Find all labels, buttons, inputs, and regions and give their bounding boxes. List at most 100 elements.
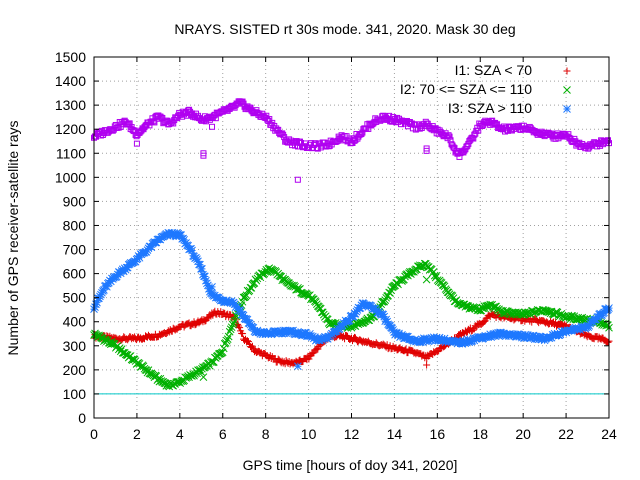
x-tick-label: 6 — [219, 426, 227, 442]
data-point — [349, 312, 358, 321]
x-tick-label: 8 — [262, 426, 270, 442]
data-point — [380, 312, 389, 321]
y-tick-label: 800 — [63, 217, 87, 233]
x-tick-label: 16 — [430, 426, 446, 442]
data-point — [196, 260, 204, 269]
data-point — [123, 263, 132, 272]
legend-label: I3: SZA > 110 — [448, 100, 532, 116]
data-point — [172, 232, 181, 241]
data-point — [139, 362, 148, 371]
data-point — [236, 324, 244, 332]
data-point — [474, 306, 483, 314]
data-point — [204, 281, 212, 290]
data-point — [205, 285, 213, 293]
x-tick-label: 24 — [601, 426, 617, 442]
data-point — [293, 285, 301, 294]
data-point — [446, 133, 453, 140]
data-point — [226, 325, 235, 334]
y-tick-label: 1400 — [55, 73, 86, 89]
data-point — [96, 292, 104, 301]
data-point — [386, 289, 394, 297]
y-tick-label: 500 — [63, 290, 87, 306]
data-point — [497, 328, 505, 337]
x-tick-label: 18 — [472, 426, 488, 442]
data-point — [112, 272, 121, 281]
legend-marker — [563, 67, 571, 75]
data-point — [131, 257, 140, 266]
data-point — [242, 291, 251, 300]
outlier-point — [200, 150, 207, 157]
data-point — [372, 306, 381, 314]
data-point — [318, 308, 327, 317]
y-tick-label: 400 — [63, 314, 87, 330]
data-point — [180, 235, 188, 244]
data-point — [243, 315, 252, 324]
data-point — [133, 254, 142, 263]
y-tick-label: 1300 — [55, 97, 86, 113]
data-point — [249, 323, 258, 332]
data-point — [335, 324, 344, 333]
data-point — [383, 317, 392, 326]
data-point — [309, 332, 317, 341]
data-point — [177, 231, 186, 239]
data-points — [90, 98, 613, 391]
y-tick-label: 900 — [63, 193, 87, 209]
legend: I1: SZA < 70 I2: 70 <= SZA <= 110 I3: SZA … — [400, 62, 571, 116]
data-point — [147, 243, 156, 252]
x-tick-label: 2 — [133, 426, 141, 442]
outlier-point — [133, 140, 140, 147]
data-point — [95, 294, 103, 303]
outlier-point — [208, 282, 216, 291]
data-point — [585, 322, 594, 330]
data-point — [222, 296, 231, 305]
x-tick-label: 10 — [301, 426, 317, 442]
data-point — [311, 298, 320, 306]
y-tick-label: 200 — [63, 362, 87, 378]
data-point — [263, 328, 272, 337]
data-point — [108, 339, 117, 348]
data-point — [198, 265, 206, 273]
data-point — [604, 321, 612, 330]
outlier-point — [209, 123, 216, 130]
data-point — [232, 312, 241, 321]
series-3 — [90, 228, 613, 348]
legend-label: I2: 70 <= SZA <= 110 — [400, 81, 532, 97]
data-point — [452, 337, 461, 345]
data-point — [390, 328, 398, 336]
y-tick-label: 1200 — [55, 121, 86, 137]
data-point — [201, 272, 209, 281]
data-point — [188, 246, 196, 255]
axis-ticks: 0 2 4 6 8 10 12 14 16 18 20 22 240100200300400500600… — [55, 49, 617, 442]
y-tick-label: 600 — [63, 266, 87, 282]
data-point — [224, 332, 233, 341]
data-point — [379, 310, 388, 319]
data-point — [351, 310, 360, 318]
outlier-point — [423, 361, 431, 369]
data-point — [221, 339, 230, 347]
data-point — [451, 145, 458, 152]
data-point — [274, 329, 283, 338]
y-tick-label: 100 — [63, 386, 87, 402]
data-point — [382, 315, 391, 324]
x-tick-label: 14 — [387, 426, 403, 442]
data-point — [162, 230, 171, 238]
data-point — [170, 120, 177, 127]
data-point — [460, 149, 467, 156]
x-tick-label: 22 — [558, 426, 574, 442]
data-point — [227, 323, 236, 332]
data-point — [182, 239, 190, 247]
data-point — [356, 304, 365, 312]
data-point — [592, 315, 600, 324]
data-point — [162, 381, 171, 390]
data-point — [151, 119, 158, 126]
y-tick-label: 300 — [63, 338, 87, 354]
x-tick-label: 20 — [515, 426, 531, 442]
data-point — [498, 309, 506, 318]
data-point — [202, 276, 210, 285]
data-point — [203, 279, 211, 288]
outlier-point — [294, 176, 301, 183]
data-point — [229, 319, 238, 327]
data-point — [338, 321, 347, 329]
legend-marker — [563, 105, 571, 113]
